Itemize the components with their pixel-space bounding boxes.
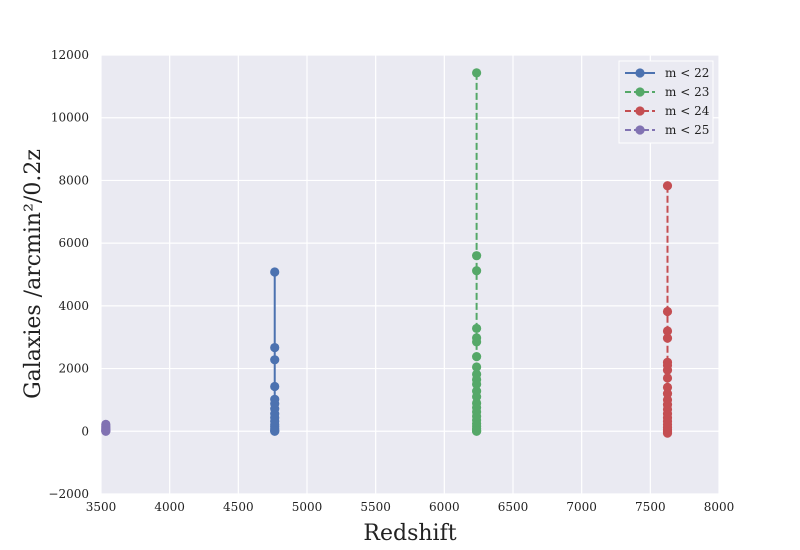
x-axis-label: Redshift: [363, 521, 456, 546]
y-tick-label: 0: [81, 424, 89, 438]
x-tick-label: 8000: [704, 500, 735, 514]
y-tick-label: 10000: [51, 111, 89, 125]
series-4: [101, 419, 111, 436]
data-point: [662, 306, 673, 317]
data-point: [270, 342, 280, 353]
data-point: [270, 426, 280, 436]
legend-label: m < 25: [665, 123, 709, 137]
x-tick-label: 7500: [635, 500, 666, 514]
legend-marker: [635, 68, 645, 78]
data-point: [472, 352, 482, 362]
data-point: [472, 337, 482, 347]
data-point: [472, 251, 482, 261]
y-tick-label: 4000: [58, 299, 89, 313]
series-1: [270, 267, 280, 436]
data-point: [472, 362, 482, 372]
y-axis-ticks: −2000 0 2000 4000 6000 8000 10000 12000: [48, 48, 89, 501]
x-tick-label: 5000: [292, 500, 323, 514]
data-point: [662, 326, 673, 336]
legend-label: m < 23: [665, 85, 709, 99]
x-tick-label: 7000: [566, 500, 597, 514]
x-axis-ticks: 3500 4000 4500 5000 5500 6000 6500 7000 7500 8000: [86, 500, 735, 514]
legend-marker: [635, 125, 645, 135]
legend-marker: [635, 87, 645, 97]
data-point: [662, 373, 673, 383]
legend-label: m < 24: [665, 104, 710, 118]
x-tick-label: 3500: [86, 500, 117, 514]
data-point: [472, 426, 482, 436]
data-point: [270, 381, 280, 392]
series-layer: [101, 68, 673, 438]
y-tick-label: 6000: [58, 236, 89, 250]
data-point: [472, 323, 482, 334]
data-point: [662, 428, 673, 438]
x-tick-label: 4500: [223, 500, 254, 514]
y-tick-label: 2000: [58, 362, 89, 376]
data-point: [662, 181, 673, 191]
data-point: [270, 267, 280, 277]
plot-background: [101, 55, 719, 494]
x-tick-label: 6500: [498, 500, 529, 514]
x-tick-label: 4000: [154, 500, 185, 514]
legend-marker: [635, 106, 645, 116]
legend: m < 22 m < 23 m < 24 m < 25: [618, 60, 714, 144]
data-point: [662, 365, 673, 375]
data-point: [472, 68, 482, 78]
x-tick-label: 5500: [360, 500, 391, 514]
x-tick-label: 6000: [429, 500, 460, 514]
y-tick-label: −2000: [48, 487, 89, 501]
y-axis-label: Galaxies /arcmin²/0.2z: [21, 149, 46, 399]
data-point: [472, 266, 482, 276]
data-point: [472, 379, 482, 389]
data-point: [662, 333, 673, 343]
legend-label: m < 22: [665, 66, 709, 80]
data-point: [270, 355, 280, 365]
y-tick-label: 12000: [51, 48, 89, 62]
data-point: [101, 426, 111, 436]
y-tick-label: 8000: [58, 173, 89, 187]
series-3: [662, 181, 673, 438]
series-2: [472, 68, 482, 436]
